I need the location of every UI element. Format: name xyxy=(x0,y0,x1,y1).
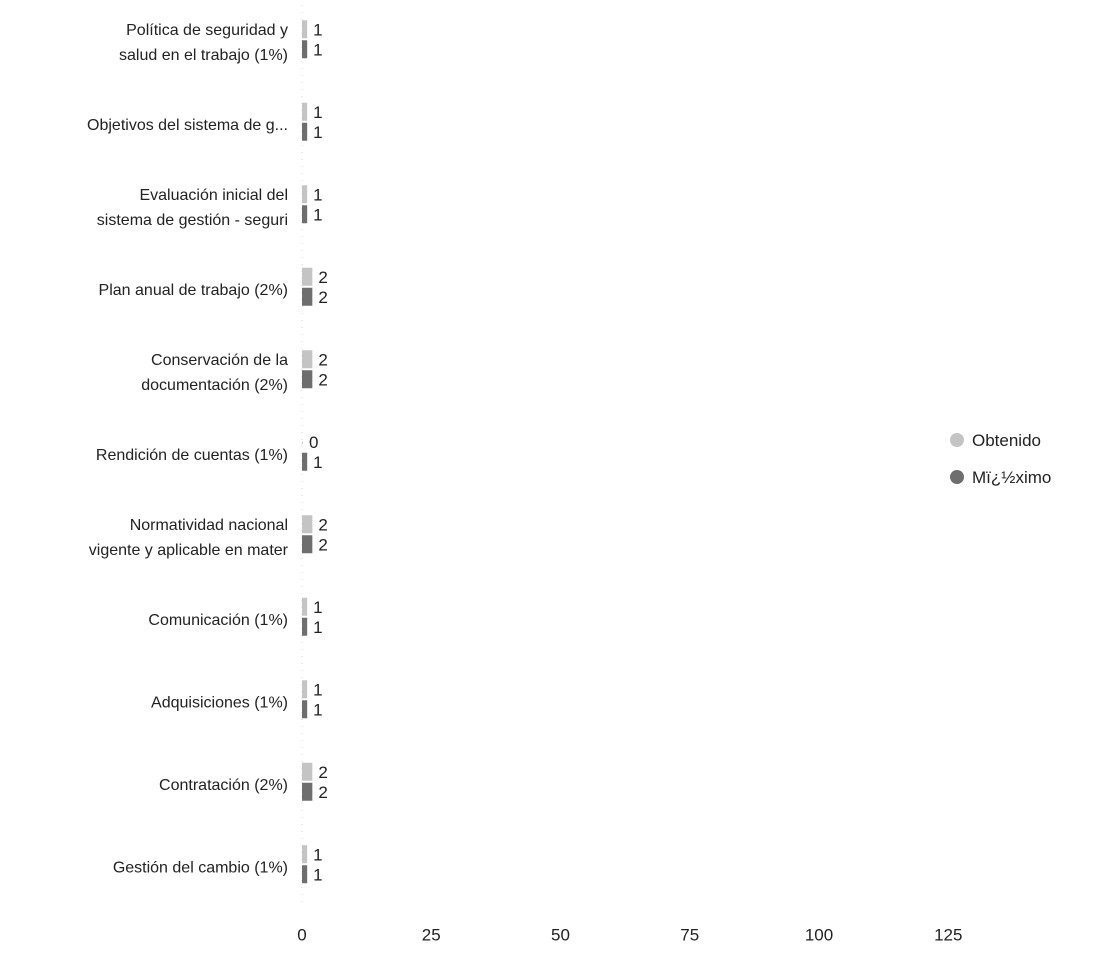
value-label-obtenido-6: 2 xyxy=(318,515,327,534)
category-label-0: Política de seguridad y salud en el traba… xyxy=(119,22,288,64)
category-label-9: Contratación (2%) xyxy=(159,777,288,794)
value-label-obtenido-1: 1 xyxy=(313,103,322,122)
bar-obtenido-8 xyxy=(302,680,308,699)
bar-mi-ximo-2 xyxy=(302,205,308,224)
bars xyxy=(302,20,313,884)
bar-mi-ximo-10 xyxy=(302,865,308,884)
value-label-obtenido-10: 1 xyxy=(313,845,322,864)
bar-obtenido-1 xyxy=(302,102,308,121)
bar-obtenido-5 xyxy=(302,441,303,444)
bar-obtenido-3 xyxy=(302,267,313,286)
legend-item-obtenido[interactable]: Obtenido xyxy=(950,431,1041,450)
category-label-4: Conservación de la documentación (2%) xyxy=(141,352,288,394)
value-label-mi-ximo-0: 1 xyxy=(313,40,322,59)
category-label-line: Adquisiciones (1%) xyxy=(151,694,288,711)
category-label-10: Gestión del cambio (1%) xyxy=(113,859,288,876)
category-label-line: Objetivos del sistema de g... xyxy=(87,117,288,134)
bar-mi-ximo-6 xyxy=(302,535,313,554)
bar-mi-ximo-7 xyxy=(302,617,308,636)
value-label-mi-ximo-8: 1 xyxy=(313,700,322,719)
category-label-line: sistema de gestión - seguri xyxy=(97,212,288,229)
x-tick-label-4: 100 xyxy=(805,926,833,945)
bar-mi-ximo-3 xyxy=(302,287,313,306)
legend-swatch-maximo xyxy=(950,470,964,484)
category-label-line: Contratación (2%) xyxy=(159,777,288,794)
bar-obtenido-10 xyxy=(302,845,308,864)
legend-label-obtenido: Obtenido xyxy=(972,431,1041,450)
category-label-line: Evaluación inicial del xyxy=(139,187,288,204)
category-label-line: Plan anual de trabajo (2%) xyxy=(99,282,288,299)
value-label-obtenido-9: 2 xyxy=(318,763,327,782)
value-label-obtenido-0: 1 xyxy=(313,20,322,39)
legend-swatch-obtenido xyxy=(950,433,964,447)
legend: Obtenido Mï¿½ximo xyxy=(950,431,1051,487)
category-label-6: Normatividad nacional vigente y aplicable… xyxy=(89,517,289,559)
value-label-mi-ximo-2: 1 xyxy=(313,205,322,224)
bar-obtenido-6 xyxy=(302,515,313,534)
x-tick-label-5: 125 xyxy=(934,926,962,945)
category-label-2: Evaluación inicial del sistema de gestión… xyxy=(97,187,288,229)
bar-obtenido-2 xyxy=(302,185,308,204)
value-label-mi-ximo-5: 1 xyxy=(313,453,322,472)
value-label-obtenido-7: 1 xyxy=(313,598,322,617)
value-label-mi-ximo-7: 1 xyxy=(313,618,322,637)
x-tick-label-3: 75 xyxy=(680,926,699,945)
category-label-line: salud en el trabajo (1%) xyxy=(119,47,288,64)
bar-mi-ximo-0 xyxy=(302,40,308,59)
category-label-1: Objetivos del sistema de g... xyxy=(87,117,288,134)
bar-mi-ximo-4 xyxy=(302,370,313,389)
category-label-line: Rendición de cuentas (1%) xyxy=(96,447,288,464)
category-labels: Política de seguridad y salud en el traba… xyxy=(87,22,289,877)
x-tick-label-0: 0 xyxy=(297,926,306,945)
x-tick-label-2: 50 xyxy=(551,926,570,945)
category-label-line: Gestión del cambio (1%) xyxy=(113,859,288,876)
category-label-5: Rendición de cuentas (1%) xyxy=(96,447,288,464)
value-label-obtenido-4: 2 xyxy=(318,350,327,369)
value-label-mi-ximo-1: 1 xyxy=(313,123,322,142)
value-label-obtenido-8: 1 xyxy=(313,680,322,699)
value-label-obtenido-3: 2 xyxy=(318,268,327,287)
x-axis-ticks: 0 25 50 75 100 125 xyxy=(297,926,962,945)
bar-mi-ximo-9 xyxy=(302,782,313,801)
category-label-line: Normatividad nacional xyxy=(130,517,288,534)
category-label-3: Plan anual de trabajo (2%) xyxy=(99,282,288,299)
bar-obtenido-7 xyxy=(302,597,308,616)
category-label-line: vigente y aplicable en mater xyxy=(89,542,289,559)
category-label-8: Adquisiciones (1%) xyxy=(151,694,288,711)
value-label-mi-ximo-6: 2 xyxy=(318,535,327,554)
category-label-line: Comunicación (1%) xyxy=(148,612,288,629)
value-label-mi-ximo-3: 2 xyxy=(318,288,327,307)
bar-obtenido-4 xyxy=(302,350,313,369)
value-label-mi-ximo-9: 2 xyxy=(318,783,327,802)
bar-mi-ximo-1 xyxy=(302,122,308,141)
legend-item-maximo[interactable]: Mï¿½ximo xyxy=(950,468,1051,487)
legend-label-maximo: Mï¿½ximo xyxy=(972,468,1051,487)
category-label-7: Comunicación (1%) xyxy=(148,612,288,629)
x-tick-label-1: 25 xyxy=(422,926,441,945)
category-label-line: Conservación de la xyxy=(151,352,288,369)
value-label-obtenido-5: 0 xyxy=(309,433,318,452)
value-label-mi-ximo-10: 1 xyxy=(313,865,322,884)
bar-mi-ximo-5 xyxy=(302,452,308,471)
category-label-line: documentación (2%) xyxy=(141,377,288,394)
value-label-mi-ximo-4: 2 xyxy=(318,370,327,389)
category-label-line: Política de seguridad y xyxy=(126,22,288,39)
bar-obtenido-0 xyxy=(302,20,308,39)
bar-obtenido-9 xyxy=(302,762,313,781)
value-label-obtenido-2: 1 xyxy=(313,185,322,204)
bar-mi-ximo-8 xyxy=(302,700,308,719)
